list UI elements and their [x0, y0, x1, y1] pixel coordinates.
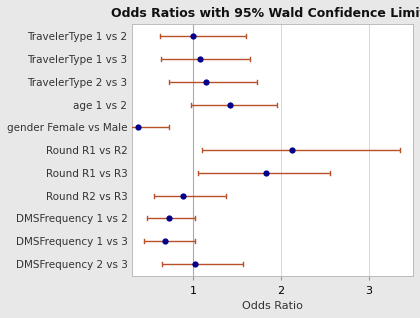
Title: Odds Ratios with 95% Wald Confidence Limits: Odds Ratios with 95% Wald Confidence Lim… [111, 7, 420, 20]
X-axis label: Odds Ratio: Odds Ratio [242, 301, 303, 311]
